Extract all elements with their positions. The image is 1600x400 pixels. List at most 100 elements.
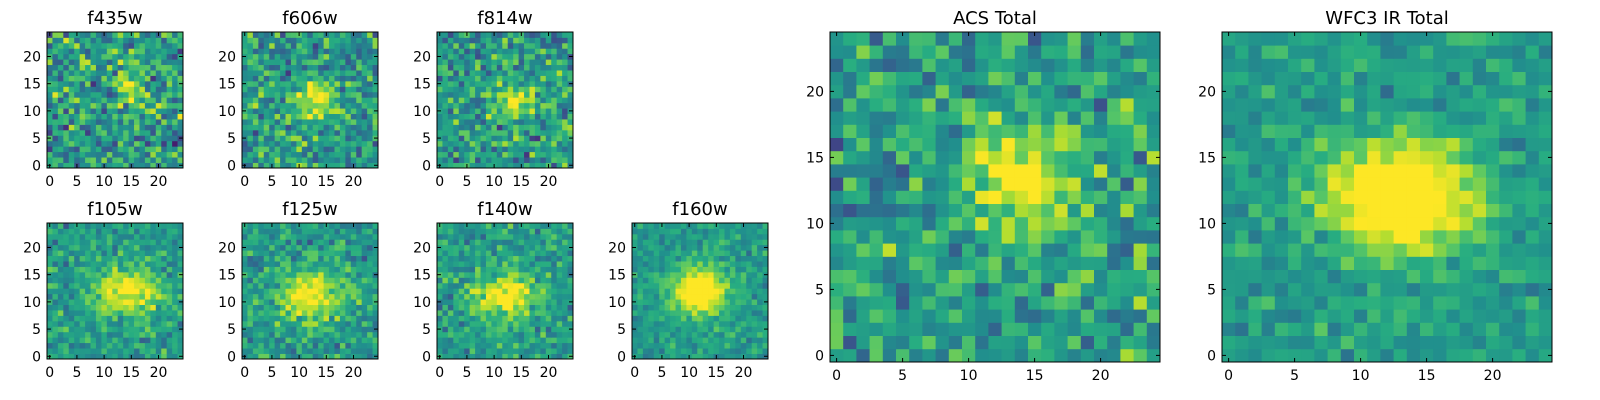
- heatmap-cell: [155, 70, 162, 76]
- heatmap-cell: [702, 337, 709, 344]
- heatmap-cell: [68, 282, 75, 289]
- heatmap-cell: [301, 75, 308, 82]
- heatmap-cell: [507, 223, 514, 229]
- heatmap-cell: [307, 146, 314, 153]
- heatmap-cell: [372, 277, 379, 284]
- heatmap-cell: [161, 282, 168, 289]
- heatmap-cell: [356, 261, 363, 267]
- heatmap-cell: [252, 113, 259, 120]
- heatmap-cell: [280, 42, 286, 49]
- heatmap-cell: [274, 86, 281, 93]
- heatmap-cell: [708, 353, 714, 360]
- heatmap-cell: [139, 124, 146, 131]
- heatmap-cell: [664, 320, 671, 327]
- heatmap-cell: [869, 256, 884, 270]
- heatmap-cell: [52, 353, 59, 360]
- heatmap-cell: [686, 304, 693, 311]
- heatmap-cell: [172, 299, 178, 305]
- heatmap-cell: [540, 32, 547, 38]
- heatmap-cell: [496, 233, 503, 240]
- heatmap-cell: [350, 124, 357, 131]
- heatmap-cell: [356, 331, 363, 338]
- heatmap-cell: [702, 244, 709, 251]
- heatmap-cell: [166, 129, 173, 136]
- heatmap-cell: [252, 91, 259, 98]
- heatmap-cell: [697, 282, 704, 289]
- heatmap-cell: [642, 320, 649, 327]
- heatmap-cell: [139, 91, 146, 98]
- heatmap-cell: [242, 250, 248, 257]
- heatmap-cell: [648, 331, 655, 338]
- heatmap-cell: [502, 119, 509, 125]
- heatmap-cell: [524, 353, 530, 360]
- heatmap-cell: [975, 243, 989, 257]
- heatmap-cell: [312, 315, 319, 322]
- heatmap-cell: [480, 288, 487, 295]
- heatmap-cell: [475, 64, 481, 71]
- heatmap-cell: [144, 113, 151, 120]
- heatmap-cell: [63, 80, 70, 87]
- heatmap-cell: [843, 335, 857, 350]
- heatmap-cell: [161, 91, 168, 98]
- heatmap-cell: [252, 162, 259, 169]
- heatmap-cell: [367, 140, 373, 147]
- heatmap-cell: [323, 326, 330, 333]
- heatmap-cell: [242, 97, 248, 104]
- heatmap-cell: [719, 277, 725, 284]
- heatmap-cell: [101, 129, 108, 136]
- heatmap-cell: [172, 129, 178, 136]
- y-tick-label: 15: [218, 77, 236, 93]
- heatmap-cell: [356, 162, 363, 169]
- heatmap-cell: [724, 299, 731, 305]
- heatmap-cell: [869, 243, 884, 257]
- heatmap-cell: [161, 348, 168, 354]
- heatmap-cell: [896, 269, 910, 284]
- heatmap-cell: [172, 42, 178, 49]
- heatmap-cell: [670, 228, 676, 235]
- heatmap-cell: [301, 37, 308, 44]
- heatmap-cell: [134, 140, 140, 147]
- heatmap-cell: [1028, 243, 1042, 257]
- heatmap-cell: [540, 119, 547, 125]
- heatmap-cell: [274, 310, 281, 316]
- heatmap-cell: [74, 271, 81, 278]
- heatmap-cell: [312, 162, 319, 169]
- heatmap-cell: [551, 331, 558, 338]
- heatmap-cell: [551, 310, 558, 316]
- heatmap-cell: [47, 331, 53, 338]
- heatmap-cell: [502, 288, 509, 295]
- heatmap-cell: [529, 223, 536, 229]
- heatmap-cell: [318, 37, 324, 44]
- heatmap-cell: [708, 271, 714, 278]
- heatmap-cell: [464, 53, 471, 60]
- heatmap-cell: [713, 228, 720, 235]
- heatmap-cell: [567, 277, 574, 284]
- heatmap-cell: [269, 348, 276, 354]
- heatmap-cell: [296, 119, 303, 125]
- heatmap-cell: [323, 129, 330, 136]
- heatmap-cell: [329, 151, 335, 158]
- heatmap-cell: [713, 288, 720, 295]
- heatmap-cell: [1028, 190, 1042, 204]
- heatmap-cell: [112, 42, 119, 49]
- heatmap-cell: [329, 102, 335, 109]
- heatmap-cell: [63, 266, 70, 273]
- heatmap-cell: [307, 266, 314, 273]
- heatmap-cell: [177, 97, 184, 104]
- heatmap-cell: [724, 261, 731, 267]
- heatmap-cell: [101, 119, 108, 125]
- heatmap-cell: [469, 124, 476, 131]
- heatmap-cell: [74, 64, 81, 71]
- heatmap-cell: [63, 124, 70, 131]
- heatmap-cell: [350, 108, 357, 114]
- heatmap-cell: [356, 239, 363, 246]
- heatmap-cell: [345, 255, 352, 262]
- heatmap-cell: [1133, 322, 1148, 336]
- heatmap-cell: [345, 277, 352, 284]
- heatmap-cell: [518, 271, 525, 278]
- heatmap-cell: [68, 37, 75, 44]
- heatmap-cell: [475, 97, 481, 104]
- heatmap-cell: [161, 233, 168, 240]
- heatmap-cell: [79, 37, 86, 44]
- heatmap-cell: [540, 331, 547, 338]
